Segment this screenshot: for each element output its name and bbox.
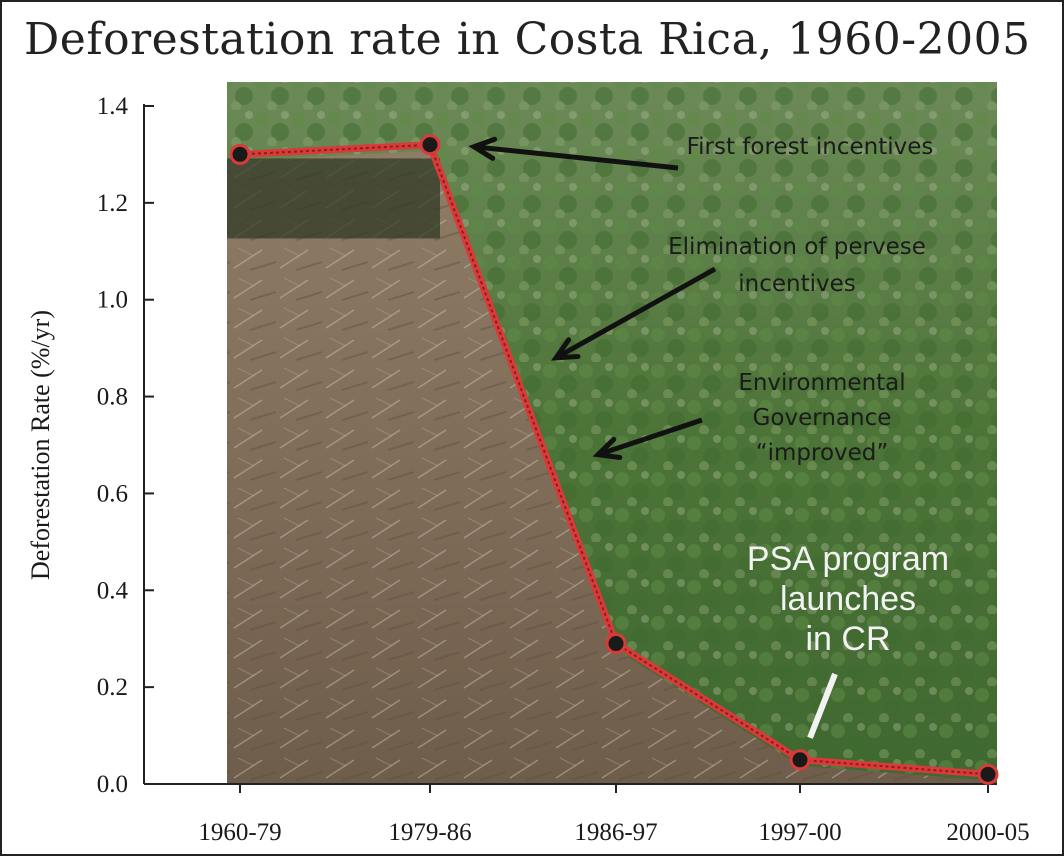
data-point: [977, 763, 999, 785]
annotations: First forest incentives Elimination of pe…: [468, 134, 949, 739]
annotation-line: Environmental: [738, 370, 905, 396]
y-tick-label: 1.4: [97, 93, 129, 120]
annotation-line: incentives: [738, 271, 856, 297]
y-tick-label: 0.8: [97, 384, 128, 411]
axes: 0.0 0.2 0.4 0.6 0.8 1.0 1.2 1.4 1960-79 1979-86 19…: [26, 93, 1030, 846]
cleared-texture: [227, 150, 997, 784]
annotation-line: “improved”: [756, 440, 889, 466]
x-tick-label: 1960-79: [198, 819, 281, 846]
data-point: [605, 633, 627, 655]
arrow-head: [592, 436, 623, 460]
y-tick-label: 0.2: [97, 674, 128, 701]
annotation-arrow: [597, 417, 703, 458]
x-tick-label: 1979-86: [388, 819, 471, 846]
annotation-line: Elimination of pervese: [668, 234, 926, 260]
annotation-arrow: [554, 266, 717, 361]
data-point: [789, 749, 811, 771]
annotation-label: First forest incentives: [687, 134, 934, 160]
annotation-line: Governance: [753, 405, 892, 431]
annotation-label: PSA program launches in CR: [747, 540, 949, 658]
data-point: [419, 134, 441, 156]
annotation-arrow: [473, 144, 679, 171]
data-point: [229, 143, 251, 165]
annotation-line: PSA program: [747, 540, 949, 578]
y-tick-label: 1.0: [97, 287, 128, 314]
annotation-line: First forest incentives: [687, 134, 934, 160]
y-tick-label: 1.2: [97, 190, 128, 217]
arrow-head: [468, 136, 498, 161]
x-tick-label: 2000-05: [946, 819, 1029, 846]
tree-strip: [227, 158, 440, 239]
annotation-pointer: [807, 672, 838, 739]
x-tick-label: 1986-97: [574, 819, 657, 846]
background-photo: [227, 82, 997, 784]
y-tick-label: 0.0: [97, 771, 128, 798]
y-axis-label: Deforestation Rate (%/yr): [26, 310, 55, 580]
annotation-line: in CR: [805, 620, 890, 658]
data-marks: [229, 134, 999, 785]
y-tick-label: 0.4: [97, 577, 129, 604]
annotation-label: Elimination of pervese incentives: [668, 234, 926, 297]
chart-title: Deforestation rate in Costa Rica, 1960-2…: [24, 14, 1031, 65]
annotation-line: launches: [780, 580, 916, 618]
x-tick-label: 1997-00: [758, 819, 841, 846]
y-tick-label: 0.6: [97, 480, 128, 507]
arrow-head: [550, 337, 581, 361]
annotation-label: Environmental Governance “improved”: [738, 370, 905, 466]
